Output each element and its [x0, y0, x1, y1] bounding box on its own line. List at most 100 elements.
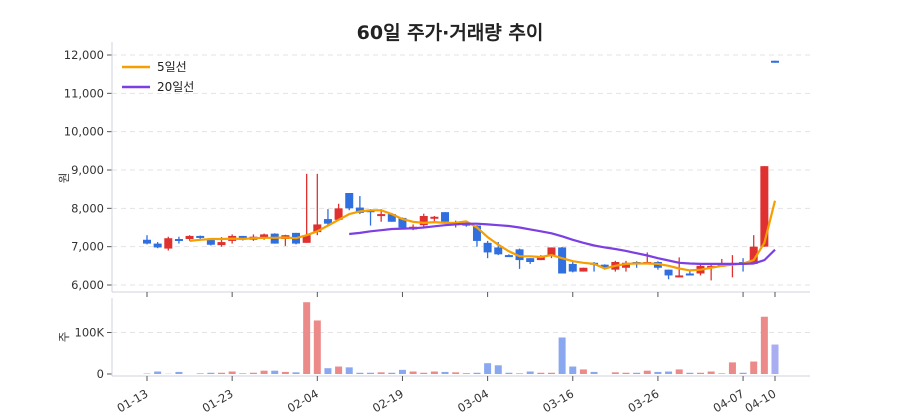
- volume-bar: [760, 316, 768, 374]
- volume-bar: [728, 362, 736, 374]
- volume-bar: [611, 372, 619, 374]
- candle-body: [377, 214, 386, 217]
- volume-bar: [569, 366, 577, 374]
- volume-bar: [696, 372, 704, 374]
- y-tick-label: 9,000: [71, 163, 104, 177]
- candle-body: [771, 60, 779, 63]
- candle-body: [313, 224, 322, 233]
- volume-bar: [388, 372, 396, 374]
- volume-bar: [707, 371, 715, 374]
- volume-bar: [494, 365, 502, 374]
- candle-body: [238, 235, 247, 238]
- volume-bar: [441, 371, 449, 374]
- y-tick-label: 10,000: [64, 125, 104, 139]
- x-tick-label: 03-26: [625, 386, 661, 415]
- volume-tick-label: 100K: [75, 326, 105, 340]
- candle-body: [334, 208, 343, 220]
- candle-body: [526, 258, 535, 262]
- x-tick-label: 03-16: [540, 386, 576, 415]
- candle-body: [345, 193, 354, 209]
- volume-bar: [675, 369, 683, 374]
- volume-bar: [452, 372, 460, 374]
- candle-body: [600, 264, 609, 268]
- candle-body: [196, 235, 205, 238]
- candle-body: [515, 249, 524, 261]
- volume-bar: [537, 372, 545, 374]
- candle-body: [504, 255, 513, 258]
- candle-body: [302, 235, 311, 243]
- volume-bar: [579, 369, 587, 374]
- volume-bar: [345, 367, 353, 374]
- candle-body: [217, 242, 226, 246]
- volume-bar: [526, 371, 534, 374]
- volume-bar: [462, 373, 470, 374]
- x-tick-label: 04-10: [743, 386, 779, 415]
- volume-bar: [335, 366, 343, 374]
- volume-bar: [420, 372, 428, 374]
- ma5-line: [189, 200, 777, 272]
- candle-body: [387, 214, 396, 222]
- volume-bar: [249, 372, 257, 374]
- y-axis-label: 원: [57, 173, 71, 184]
- volume-bar: [654, 371, 662, 374]
- candle-body: [472, 225, 481, 241]
- y-tick-label: 6,000: [71, 278, 104, 292]
- volume-bar: [771, 344, 779, 374]
- volume-bar: [633, 372, 641, 374]
- volume-bar: [484, 363, 492, 374]
- candle-body: [206, 239, 215, 245]
- legend-label: 5일선: [157, 60, 187, 74]
- x-tick-label: 03-04: [455, 386, 491, 415]
- volume-bar: [430, 371, 438, 374]
- volume-bar: [377, 372, 385, 374]
- volume-bar: [367, 372, 375, 374]
- candle-body: [558, 247, 567, 274]
- volume-bar: [196, 373, 204, 374]
- candle-body: [355, 207, 364, 213]
- volume-bar: [154, 371, 162, 374]
- volume-bar: [303, 302, 311, 374]
- volume-bar: [622, 372, 630, 374]
- candle-body: [494, 247, 503, 255]
- legend-label: 20일선: [157, 80, 194, 94]
- volume-bar: [324, 368, 332, 374]
- candle-body: [568, 263, 577, 272]
- chart-title: 60일 주가·거래량 추이: [356, 22, 544, 44]
- volume-bar: [739, 372, 747, 374]
- candle-body: [419, 216, 428, 226]
- volume-bar: [750, 361, 758, 374]
- volume-bar: [175, 371, 183, 374]
- volume-bar: [281, 371, 289, 374]
- candle-body: [174, 239, 183, 241]
- candle-body: [185, 235, 194, 239]
- volume-bar: [260, 370, 268, 374]
- x-tick-label: 01-13: [115, 386, 151, 415]
- candle-body: [260, 234, 269, 238]
- volume-bar: [718, 373, 726, 374]
- y-tick-label: 7,000: [71, 240, 104, 254]
- candle-body: [685, 273, 694, 276]
- candle-body: [675, 275, 684, 278]
- candle-body: [164, 238, 173, 249]
- y-tick-label: 8,000: [71, 201, 104, 215]
- candle-body: [441, 212, 450, 222]
- candle-body: [398, 217, 407, 228]
- candle-body: [547, 247, 556, 256]
- candle-body: [664, 269, 673, 276]
- volume-bar: [271, 370, 279, 374]
- volume-bar: [516, 373, 524, 374]
- volume-bar: [505, 372, 513, 374]
- x-tick-label: 04-07: [711, 386, 747, 415]
- volume-bar: [356, 372, 364, 374]
- y-tick-label: 11,000: [64, 86, 104, 100]
- ma20-line: [349, 222, 776, 265]
- candle-body: [430, 216, 439, 219]
- volume-bar: [643, 370, 651, 374]
- x-tick-label: 02-04: [285, 386, 321, 415]
- candle-body: [153, 243, 162, 248]
- volume-bar: [547, 372, 555, 374]
- volume-tick-label: 0: [97, 367, 104, 381]
- y-tick-label: 12,000: [64, 48, 104, 62]
